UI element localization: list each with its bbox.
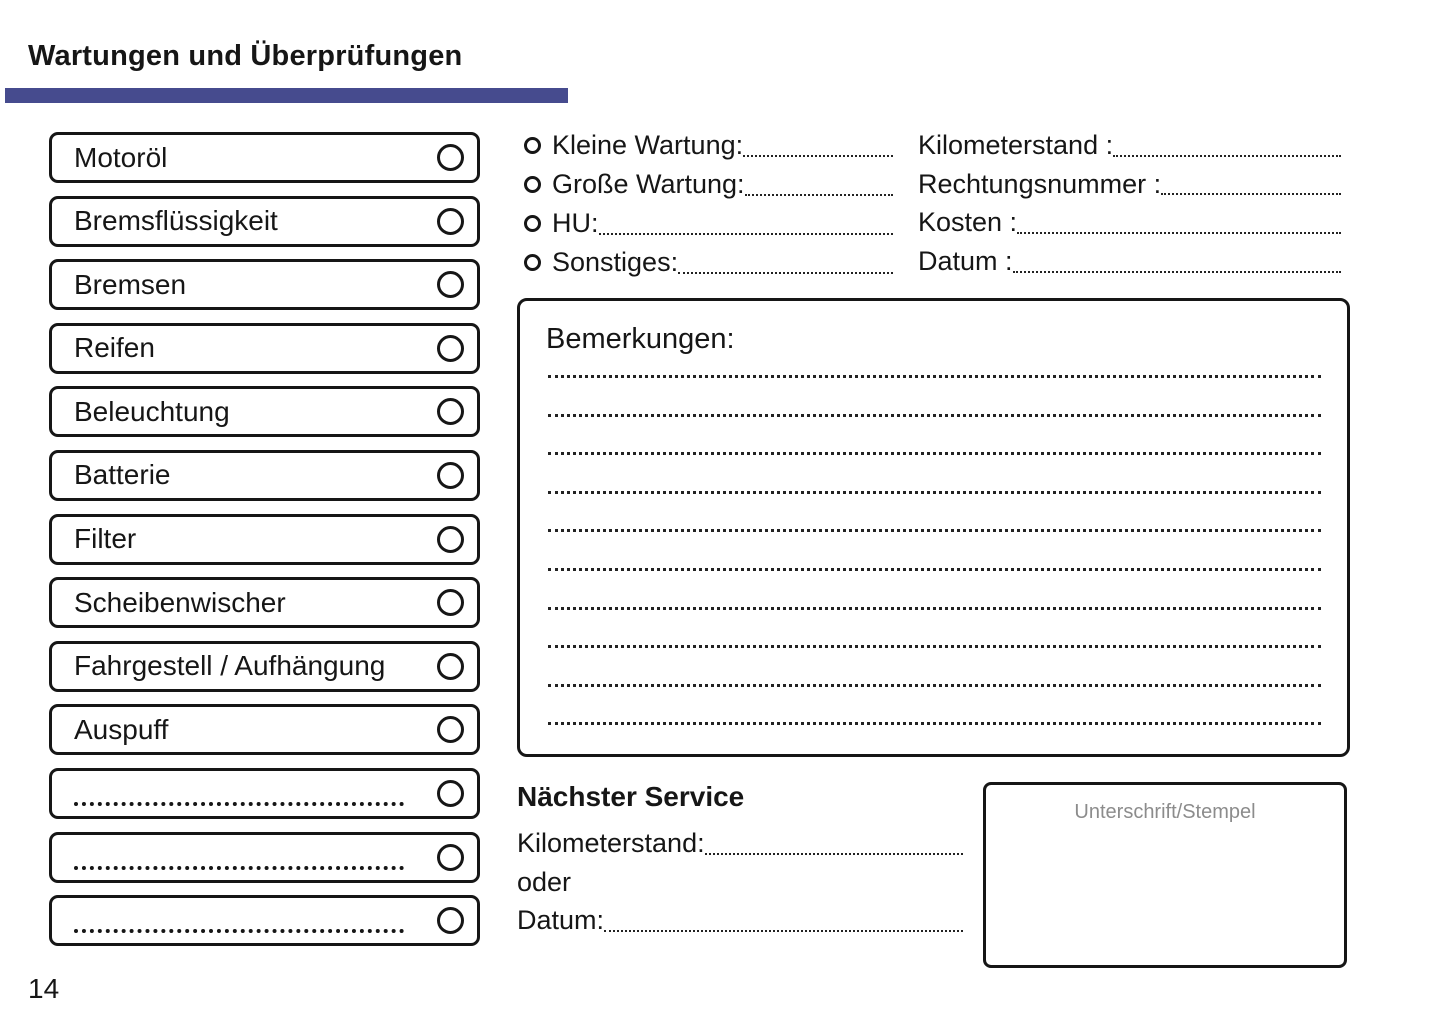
check-circle-icon[interactable] bbox=[437, 716, 464, 744]
field-label: Kosten : bbox=[918, 207, 1018, 238]
checklist-label: Auspuff bbox=[74, 713, 169, 745]
checklist-row-custom-2[interactable] bbox=[49, 831, 480, 883]
signature-stamp-label: Unterschrift/Stempel bbox=[1074, 801, 1256, 823]
checklist-row-fahrgestell-aufhaengung[interactable]: Fahrgestell / Aufhängung bbox=[49, 640, 480, 692]
remarks-title: Bemerkungen: bbox=[546, 323, 735, 355]
remark-line[interactable] bbox=[548, 610, 1321, 649]
remark-line[interactable] bbox=[548, 378, 1321, 417]
option-sonstiges[interactable]: Sonstiges: bbox=[524, 243, 893, 282]
service-details-fields: Kilometerstand : Rechtungsnummer : Koste… bbox=[918, 126, 1341, 281]
checklist-row-custom-3[interactable] bbox=[49, 895, 480, 947]
fill-line[interactable] bbox=[1161, 193, 1341, 196]
checklist-row-scheibenwischer[interactable]: Scheibenwischer bbox=[49, 577, 480, 629]
check-circle-icon[interactable] bbox=[437, 525, 464, 553]
checklist-row-bremsfluessigkeit[interactable]: Bremsflüssigkeit bbox=[49, 195, 480, 247]
remark-line[interactable] bbox=[548, 648, 1321, 687]
remark-line[interactable] bbox=[548, 687, 1321, 726]
check-circle-icon[interactable] bbox=[437, 334, 464, 362]
checklist-label: Bremsflüssigkeit bbox=[74, 205, 278, 237]
option-label: Kleine Wartung: bbox=[552, 130, 744, 160]
remark-line[interactable] bbox=[548, 417, 1321, 456]
checklist-row-filter[interactable]: Filter bbox=[49, 513, 480, 565]
field-label: Kilometerstand: bbox=[517, 827, 705, 858]
checklist-row-bremsen[interactable]: Bremsen bbox=[49, 259, 480, 311]
check-circle-icon[interactable] bbox=[437, 144, 464, 171]
service-type-options: Kleine Wartung: Große Wartung: HU: Sonst… bbox=[524, 126, 893, 282]
write-in-line[interactable] bbox=[74, 801, 404, 806]
remarks-box[interactable]: Bemerkungen: bbox=[517, 298, 1350, 757]
page-number: 14 bbox=[28, 973, 60, 1004]
next-service-title: Nächster Service bbox=[517, 781, 745, 812]
check-circle-icon[interactable] bbox=[437, 779, 464, 807]
or-label: oder bbox=[517, 866, 572, 897]
option-label: Sonstiges: bbox=[552, 247, 679, 277]
radio-circle-icon[interactable] bbox=[524, 137, 541, 154]
fill-line[interactable] bbox=[744, 194, 893, 196]
field-label: Kilometerstand : bbox=[918, 129, 1114, 160]
write-in-line[interactable] bbox=[74, 929, 404, 934]
check-circle-icon[interactable] bbox=[437, 207, 464, 235]
check-circle-icon[interactable] bbox=[437, 271, 464, 299]
remark-line[interactable] bbox=[548, 571, 1321, 610]
checklist-row-beleuchtung[interactable]: Beleuchtung bbox=[49, 386, 480, 438]
checklist-label: Filter bbox=[74, 523, 137, 555]
radio-circle-icon[interactable] bbox=[524, 254, 541, 271]
field-kilometerstand[interactable]: Kilometerstand : bbox=[918, 126, 1341, 165]
fill-line[interactable] bbox=[1017, 232, 1341, 235]
fill-line[interactable] bbox=[678, 272, 893, 274]
field-rechtungsnummer[interactable]: Rechtungsnummer : bbox=[918, 165, 1341, 204]
fill-line[interactable] bbox=[1012, 270, 1341, 273]
option-kleine-wartung[interactable]: Kleine Wartung: bbox=[524, 126, 893, 165]
write-in-line[interactable] bbox=[74, 865, 404, 870]
signature-stamp-box[interactable]: Unterschrift/Stempel bbox=[983, 782, 1347, 968]
checklist-label: Beleuchtung bbox=[74, 395, 230, 427]
accent-bar bbox=[5, 88, 568, 103]
remark-line[interactable] bbox=[548, 494, 1321, 533]
check-circle-icon[interactable] bbox=[437, 907, 464, 935]
remark-line[interactable] bbox=[548, 340, 1321, 379]
checklist-label: Batterie bbox=[74, 459, 171, 491]
maintenance-checklist: Motoröl Bremsflüssigkeit Bremsen Reifen … bbox=[49, 132, 480, 947]
field-label: Datum : bbox=[918, 245, 1013, 276]
checklist-row-auspuff[interactable]: Auspuff bbox=[49, 704, 480, 756]
option-label: HU: bbox=[552, 208, 599, 238]
fill-line[interactable] bbox=[743, 155, 893, 157]
field-datum[interactable]: Datum : bbox=[918, 242, 1341, 281]
next-service-datum[interactable]: Datum: bbox=[517, 901, 963, 940]
checklist-label: Reifen bbox=[74, 332, 155, 364]
radio-circle-icon[interactable] bbox=[524, 215, 541, 232]
fill-line[interactable] bbox=[604, 930, 963, 933]
check-circle-icon[interactable] bbox=[437, 843, 464, 871]
remark-line[interactable] bbox=[548, 455, 1321, 494]
check-circle-icon[interactable] bbox=[437, 589, 464, 617]
checklist-label: Motoröl bbox=[74, 141, 168, 173]
next-service-kilometerstand[interactable]: Kilometerstand: bbox=[517, 824, 963, 863]
fill-line[interactable] bbox=[1113, 154, 1341, 157]
fill-line[interactable] bbox=[598, 233, 893, 235]
remarks-lines bbox=[548, 340, 1321, 726]
option-label: Große Wartung: bbox=[552, 169, 745, 199]
field-kosten[interactable]: Kosten : bbox=[918, 203, 1341, 242]
check-circle-icon[interactable] bbox=[437, 461, 464, 489]
checklist-row-custom-1[interactable] bbox=[49, 767, 480, 819]
checklist-row-motoroel[interactable]: Motoröl bbox=[49, 132, 480, 183]
checklist-label: Scheibenwischer bbox=[74, 586, 286, 618]
radio-circle-icon[interactable] bbox=[524, 176, 541, 193]
page-title: Wartungen und Überprüfungen bbox=[28, 40, 463, 72]
option-hu[interactable]: HU: bbox=[524, 204, 893, 243]
check-circle-icon[interactable] bbox=[437, 398, 464, 426]
fill-line[interactable] bbox=[704, 852, 963, 855]
checklist-row-batterie[interactable]: Batterie bbox=[49, 449, 480, 501]
option-grosse-wartung[interactable]: Große Wartung: bbox=[524, 165, 893, 204]
field-label: Datum: bbox=[517, 905, 605, 936]
checklist-label: Bremsen bbox=[74, 268, 187, 300]
check-circle-icon[interactable] bbox=[437, 652, 464, 680]
checklist-label: Fahrgestell / Aufhängung bbox=[74, 650, 386, 682]
field-label: Rechtungsnummer : bbox=[918, 168, 1162, 199]
next-service-section: Nächster Service Kilometerstand: oder Da… bbox=[517, 781, 963, 940]
checklist-row-reifen[interactable]: Reifen bbox=[49, 322, 480, 374]
next-service-oder: oder bbox=[517, 863, 963, 902]
remark-line[interactable] bbox=[548, 532, 1321, 572]
